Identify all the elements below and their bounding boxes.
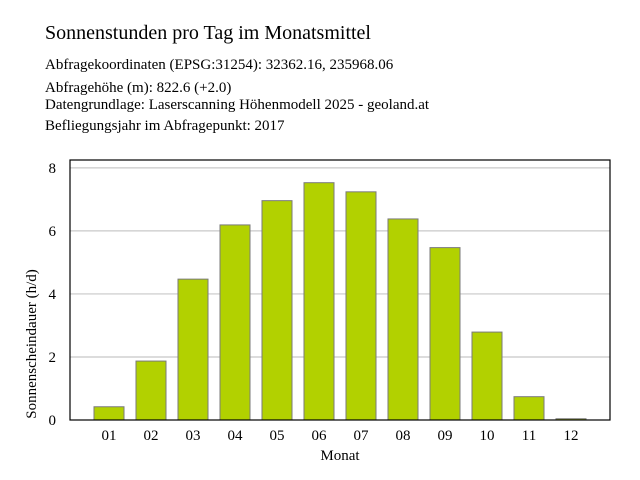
bar-10 — [471, 331, 503, 421]
bar-08 — [387, 218, 419, 421]
x-tick-label: 12 — [564, 428, 579, 444]
plot-frame — [69, 159, 611, 421]
bar-11 — [513, 396, 545, 421]
bar-06 — [303, 182, 335, 421]
x-tick-label: 08 — [396, 428, 411, 444]
chart-title: Sonnenstunden pro Tag im Monatsmittel — [45, 22, 371, 44]
y-tick-label: 6 — [49, 224, 57, 240]
bars — [93, 182, 587, 421]
y-tick-label: 4 — [49, 287, 57, 303]
y-tick-label: 2 — [49, 350, 57, 366]
x-tick-label: 01 — [102, 428, 117, 444]
subtitle-flight-year: Befliegungsjahr im Abfragepunkt: 2017 — [45, 118, 285, 134]
x-tick-label: 10 — [480, 428, 495, 444]
grid-lines — [70, 167, 610, 358]
x-tick-label: 02 — [144, 428, 159, 444]
y-axis-label: Sonnenscheindauer (h/d) — [24, 269, 40, 419]
bar-07 — [345, 191, 377, 421]
bar-05 — [261, 200, 293, 421]
x-tick-label: 09 — [438, 428, 453, 444]
x-tick-label: 07 — [354, 428, 370, 444]
x-axis-label: Monat — [320, 448, 360, 464]
y-tick-label: 0 — [49, 413, 57, 429]
x-tick-label: 04 — [228, 428, 244, 444]
x-tick-label: 05 — [270, 428, 285, 444]
subtitle-data-source: Datengrundlage: Laserscanning Höhenmodel… — [45, 97, 430, 113]
y-axis-ticks: 0 2 4 6 8 — [49, 161, 57, 429]
y-tick-label: 8 — [49, 161, 57, 177]
bar-01 — [93, 406, 125, 421]
bar-03 — [177, 278, 209, 421]
x-tick-label: 03 — [186, 428, 201, 444]
bar-09 — [429, 247, 461, 421]
bar-04 — [219, 224, 251, 421]
x-tick-label: 11 — [522, 428, 536, 444]
subtitle-coordinates: Abfragekoordinaten (EPSG:31254): 32362.1… — [45, 57, 394, 73]
bar-02 — [135, 360, 167, 421]
x-tick-label: 06 — [312, 428, 328, 444]
subtitle-elevation: Abfragehöhe (m): 822.6 (+2.0) — [45, 80, 232, 96]
x-axis-ticks: 01 02 03 04 05 06 07 08 09 10 11 12 — [102, 428, 579, 444]
